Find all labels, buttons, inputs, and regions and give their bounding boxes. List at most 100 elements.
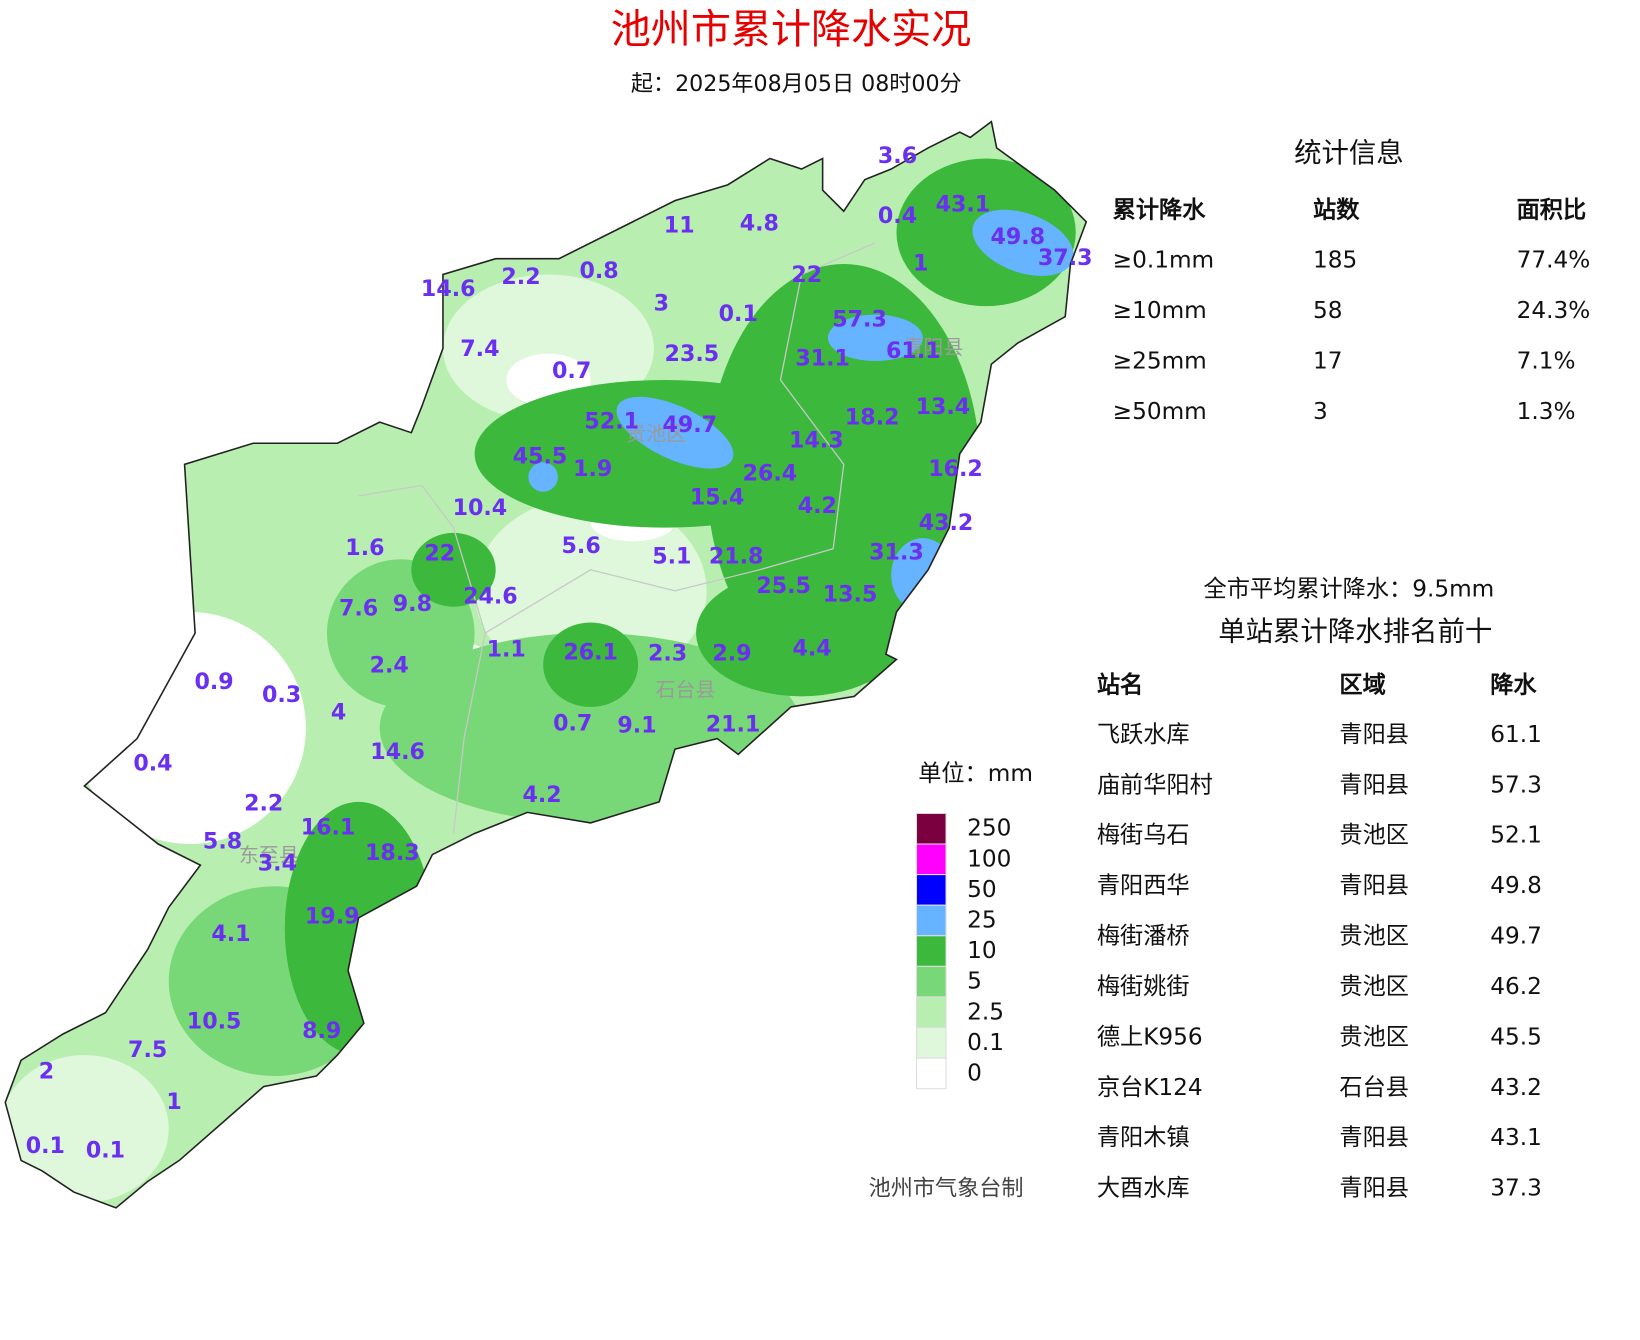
ranking-header: 降水	[1490, 671, 1537, 698]
legend-swatch	[915, 874, 947, 906]
ranking-cell: 43.1	[1490, 1124, 1542, 1151]
station-value: 9.1	[617, 712, 656, 738]
station-value: 7.4	[460, 336, 499, 362]
stats-cell: 24.3%	[1517, 297, 1591, 324]
district-label: 贵池区	[626, 421, 686, 445]
ranking-cell: 45.5	[1490, 1023, 1542, 1050]
stats-cell: 58	[1313, 297, 1343, 324]
station-value: 1	[913, 250, 928, 276]
station-value: 7.6	[339, 595, 378, 621]
stats-cell: ≥25mm	[1113, 348, 1207, 375]
ranking-cell: 37.3	[1490, 1175, 1542, 1202]
ranking-cell: 飞跃水库	[1097, 721, 1190, 748]
station-value: 2	[39, 1058, 54, 1084]
station-value: 21.1	[706, 711, 761, 737]
station-value: 16.1	[301, 815, 356, 841]
station-value: 13.4	[916, 394, 971, 420]
station-value: 31.3	[869, 539, 924, 565]
station-value: 2.4	[370, 652, 409, 678]
station-value: 52.1	[584, 409, 639, 435]
district-label: 青阳县	[903, 335, 963, 359]
ranking-cell: 46.2	[1490, 973, 1542, 1000]
station-value: 23.5	[665, 341, 720, 367]
station-value: 16.2	[928, 456, 983, 482]
station-value: 15.4	[690, 485, 745, 511]
legend-label: 0.1	[967, 1029, 1004, 1056]
station-value: 0.7	[553, 710, 592, 736]
credit: 池州市气象台制	[869, 1175, 1024, 1201]
station-value: 4.2	[522, 782, 561, 808]
station-value: 4.1	[211, 921, 250, 947]
station-value: 21.8	[709, 544, 764, 570]
station-value: 4.2	[798, 493, 837, 519]
ranking-cell: 石台县	[1339, 1074, 1409, 1101]
station-value: 22	[791, 262, 822, 288]
district-border	[358, 484, 486, 834]
legend-label: 5	[967, 968, 982, 995]
ranking-cell: 梅街乌石	[1097, 822, 1190, 849]
average: 全市平均累计降水：9.5mm	[1204, 575, 1495, 602]
legend-swatch	[915, 843, 947, 876]
station-value: 19.9	[305, 903, 360, 929]
stats-cell: 1.3%	[1517, 398, 1576, 425]
ranking-cell: 青阳县	[1339, 872, 1409, 899]
station-value: 4.8	[740, 210, 779, 236]
district-label: 东至县	[239, 843, 299, 867]
stats-cell: 3	[1313, 398, 1328, 425]
station-value: 1	[166, 1089, 181, 1115]
ranking-header: 站名	[1097, 671, 1143, 698]
station-value: 0.9	[194, 669, 233, 695]
station-value: 3.6	[878, 143, 917, 169]
stats-cell: 17	[1313, 348, 1343, 375]
station-value: 24.6	[463, 584, 518, 610]
ranking-cell: 庙前华阳村	[1097, 771, 1213, 798]
station-value: 11	[664, 212, 695, 238]
station-value: 0.1	[26, 1133, 65, 1159]
station-value: 43.2	[919, 510, 974, 536]
station-value: 1.9	[573, 456, 612, 482]
station-value: 4	[331, 700, 346, 726]
station-value: 14.6	[370, 739, 425, 765]
station-value: 5.8	[203, 828, 242, 854]
station-value: 1.1	[487, 636, 526, 662]
legend-label: 10	[967, 937, 997, 964]
station-value: 0.4	[878, 203, 917, 229]
stats-cell: ≥10mm	[1113, 297, 1207, 324]
station-value: 2.2	[244, 790, 283, 816]
legend-swatch	[915, 1027, 947, 1059]
station-value: 61.1	[886, 338, 941, 364]
station-value: 3.4	[258, 851, 297, 877]
station-value: 26.1	[563, 640, 618, 666]
legend-label: 250	[967, 815, 1011, 842]
ranking-cell: 青阳县	[1339, 1124, 1409, 1151]
ranking-cell: 贵池区	[1339, 1023, 1409, 1050]
station-value: 5.6	[562, 533, 601, 559]
subtitle: 起：2025年08月05日 08时00分	[631, 71, 962, 97]
station-value: 37.3	[1038, 245, 1093, 271]
legend-label: 100	[967, 845, 1011, 872]
station-value: 2.9	[712, 641, 751, 667]
station-value: 0.1	[719, 301, 758, 327]
stats-header: 面积比	[1517, 197, 1587, 224]
legend-swatch	[915, 1057, 947, 1090]
ranking-header: 区域	[1339, 671, 1385, 698]
ranking-cell: 61.1	[1490, 721, 1542, 748]
station-value: 14.3	[789, 428, 844, 454]
station-value: 0.3	[262, 682, 301, 708]
station-value: 26.4	[743, 460, 798, 486]
stats-cell: 7.1%	[1517, 348, 1576, 375]
ranking-cell: 49.8	[1490, 872, 1542, 899]
station-value: 18.3	[365, 840, 420, 866]
district-border	[484, 242, 876, 634]
legend-swatch	[915, 965, 947, 998]
legend-label: 25	[967, 907, 997, 934]
legend-swatch	[915, 812, 947, 845]
ranking-cell: 青阳西华	[1097, 872, 1190, 899]
station-value: 49.7	[662, 412, 717, 438]
legend-swatch	[915, 904, 947, 937]
ranking-cell: 青阳木镇	[1097, 1124, 1190, 1151]
station-value: 14.6	[421, 276, 476, 302]
legend-label: 2.5	[967, 998, 1004, 1025]
station-value: 3	[654, 291, 669, 317]
station-value: 7.5	[128, 1037, 167, 1063]
